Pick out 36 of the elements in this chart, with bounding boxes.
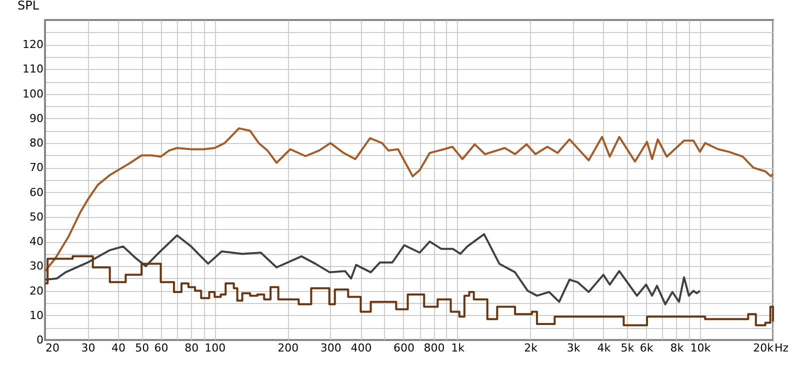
x-tick-label: 1k [451,342,466,354]
y-tick-label: 30 [30,260,44,273]
y-tick-label: 60 [30,186,44,199]
x-tick-label: 5k [620,342,635,354]
y-tick-label: 110 [22,62,44,76]
y-tick-label: 120 [22,38,44,52]
x-tick-label: 2k [524,342,538,354]
x-tick-label: 20k [753,342,774,354]
y-tick-label: 10 [30,308,44,322]
x-tick-label: 600 [393,342,414,354]
y-tick-label: 20 [30,284,44,298]
x-tick-label: 800 [424,342,445,354]
x-tick-label: 60 [154,342,168,354]
x-tick-label: 200 [278,342,299,354]
y-axis-title: SPL [18,0,40,12]
y-tick-label: 80 [30,136,44,150]
y-tick-label: 50 [30,210,44,224]
x-tick-label: 30 [81,342,96,354]
x-tick-label: 8k [670,342,684,354]
x-tick-label: 40 [112,342,126,354]
y-tick-label: 0 [36,334,44,346]
y-tick-label: 100 [22,87,44,100]
x-tick-label: 3k [566,342,581,354]
x-tick-label: 300 [320,342,342,354]
x-tick-label: 400 [350,342,372,354]
x-axis-title: Hz [774,342,789,354]
y-tick-label: 70 [30,161,44,174]
y-tick-label: 40 [30,235,44,248]
x-tick-label: 4k [597,342,612,354]
x-tick-label: 10k [690,342,712,354]
y-tick-label: 90 [30,112,44,125]
x-tick-label: 6k [640,342,654,354]
x-tick-label: 50 [135,342,150,354]
x-tick-label: 20 [46,342,60,354]
x-tick-label: 100 [204,342,226,354]
x-tick-label: 80 [184,342,199,354]
